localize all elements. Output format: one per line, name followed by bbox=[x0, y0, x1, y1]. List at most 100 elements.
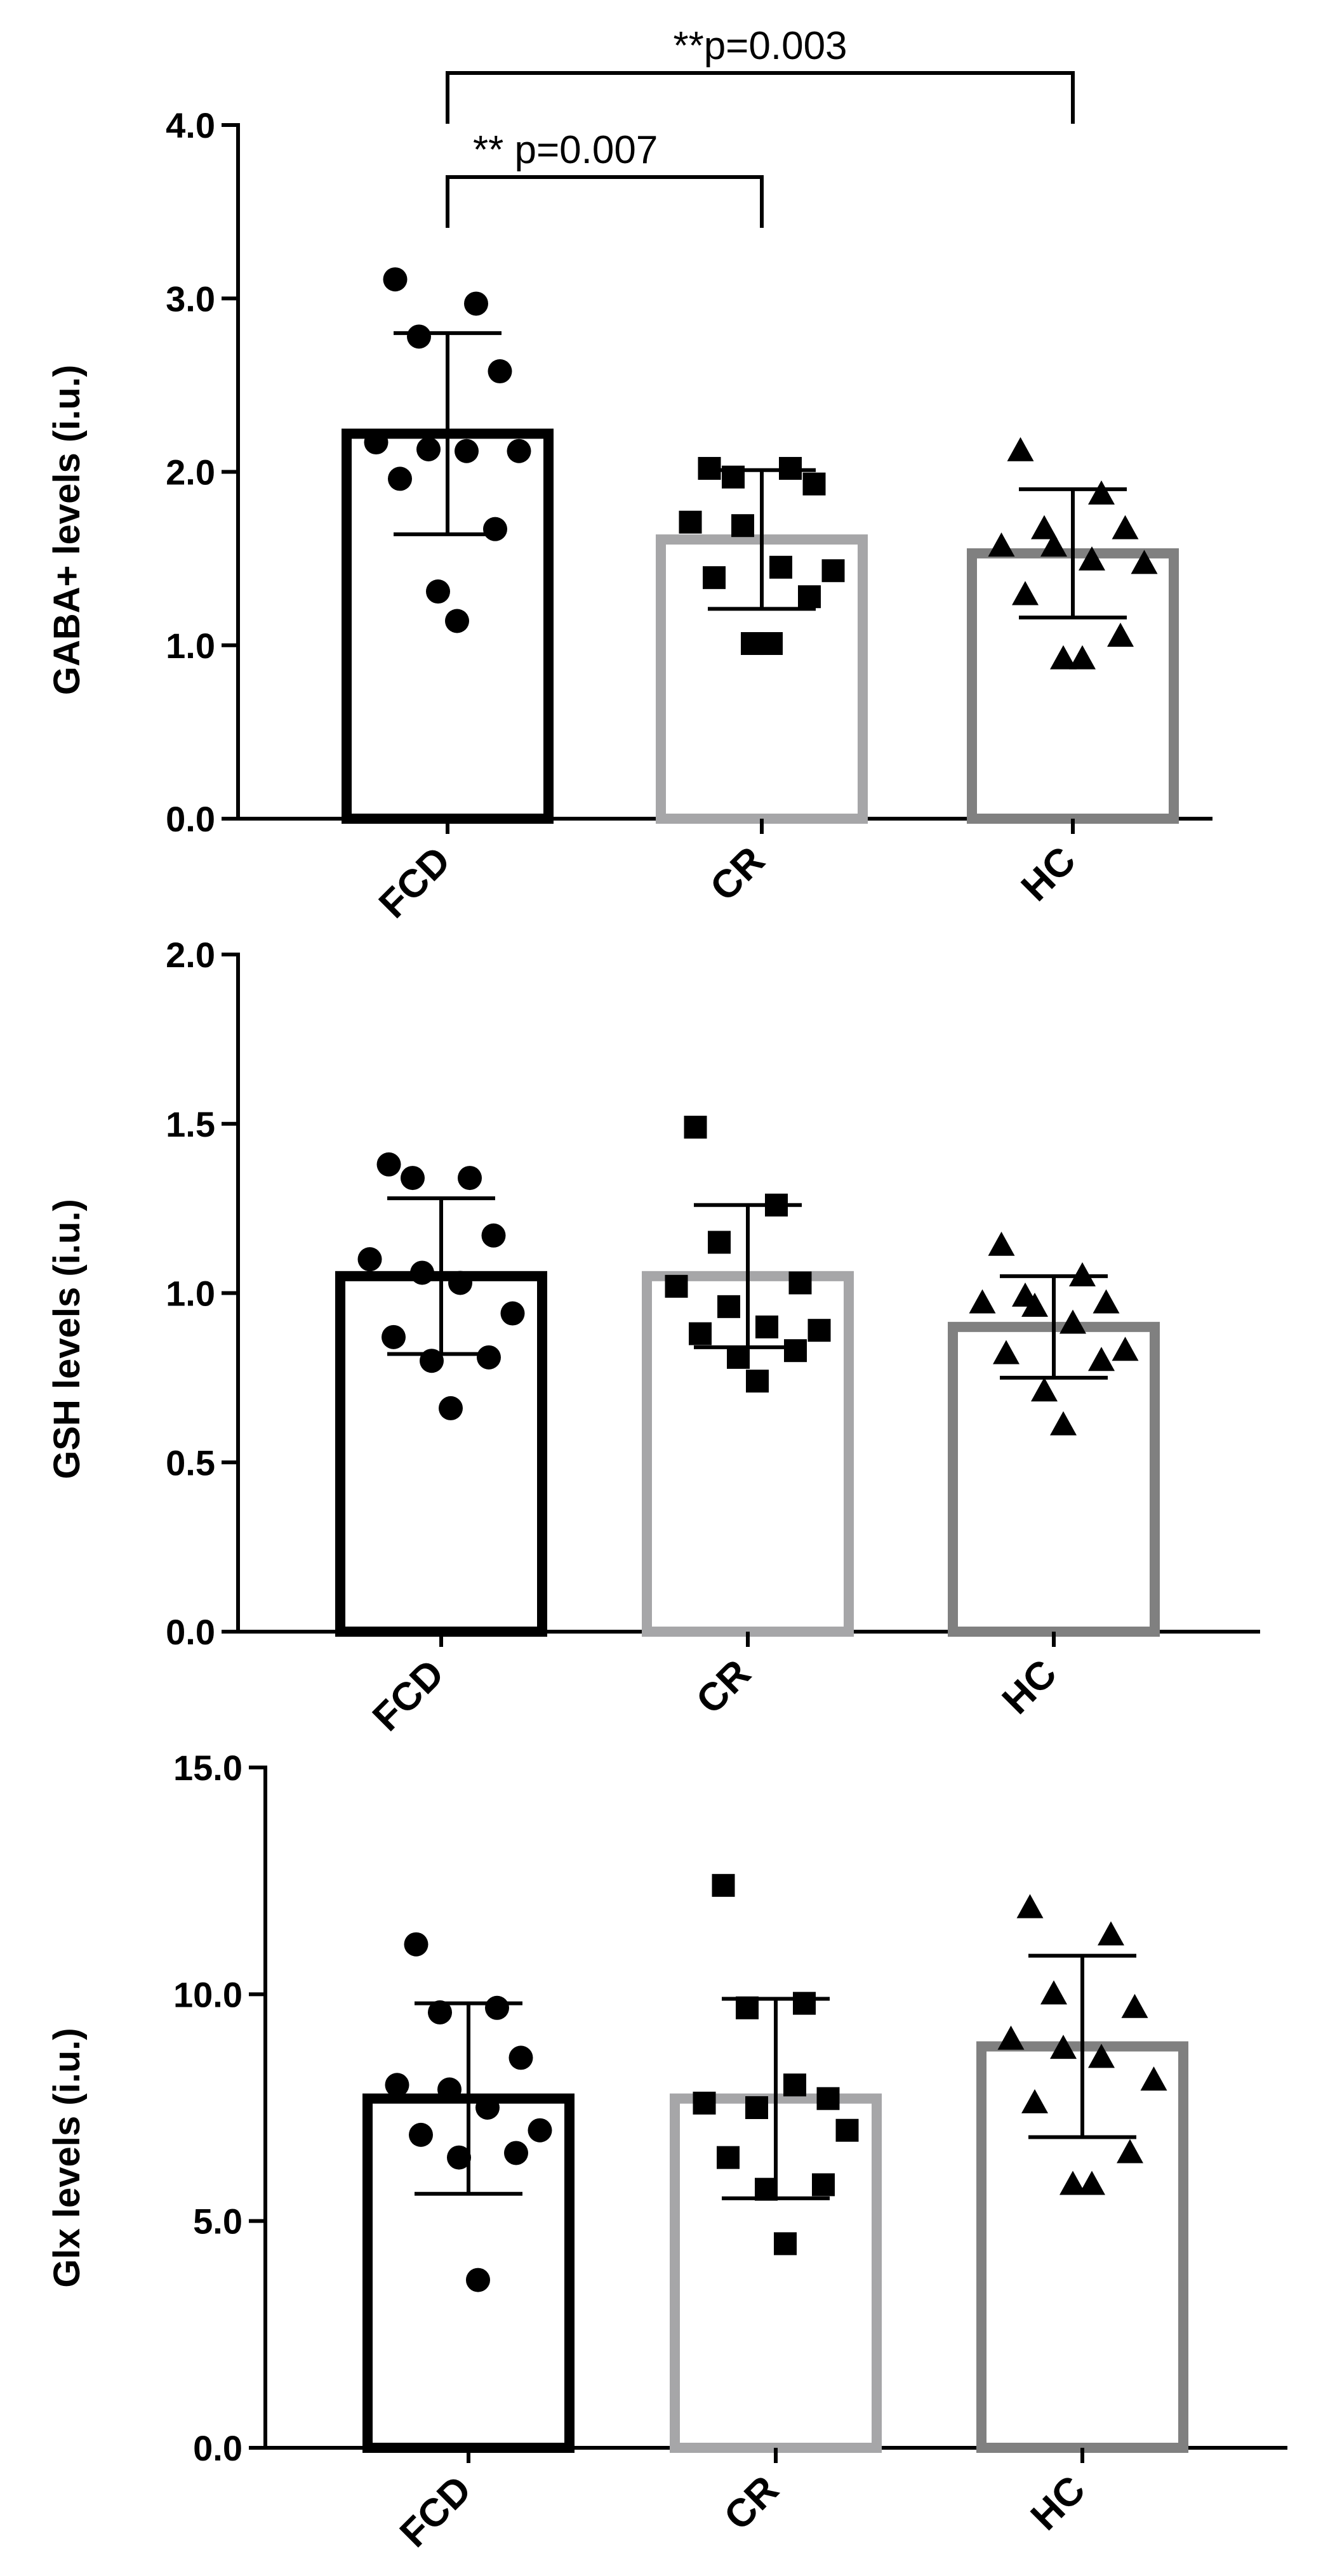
data-point bbox=[684, 1116, 707, 1139]
x-tick-label: CR bbox=[716, 2467, 787, 2539]
data-point bbox=[445, 609, 469, 633]
data-point bbox=[997, 2025, 1025, 2050]
data-point bbox=[485, 1995, 509, 2020]
data-point bbox=[816, 2087, 840, 2110]
data-point bbox=[708, 1231, 731, 1254]
data-point bbox=[812, 2173, 835, 2196]
data-point bbox=[466, 2268, 490, 2292]
data-point bbox=[755, 1315, 778, 1338]
y-axis-title: GABA+ levels (i.u.) bbox=[46, 365, 88, 696]
y-tick-label: 0.0 bbox=[166, 1612, 215, 1652]
data-point bbox=[1060, 1309, 1086, 1334]
data-point bbox=[679, 510, 702, 534]
data-point bbox=[357, 1247, 382, 1272]
data-point bbox=[1040, 532, 1067, 557]
data-point bbox=[769, 555, 792, 579]
data-point bbox=[988, 532, 1015, 557]
data-point bbox=[727, 1345, 750, 1369]
data-point bbox=[1107, 623, 1134, 647]
data-point bbox=[416, 437, 441, 461]
data-point bbox=[1117, 2139, 1143, 2163]
data-point bbox=[458, 1166, 482, 1191]
data-point bbox=[508, 2045, 533, 2070]
data-point bbox=[409, 2122, 433, 2147]
data-point bbox=[475, 2096, 500, 2120]
significance-bracket bbox=[446, 71, 1075, 124]
data-point bbox=[1021, 2089, 1048, 2113]
data-point bbox=[774, 2232, 797, 2256]
data-point bbox=[404, 1932, 429, 1957]
data-point bbox=[1112, 515, 1139, 539]
x-tick-label: CR bbox=[702, 838, 773, 909]
data-point bbox=[1050, 2035, 1077, 2059]
data-point bbox=[364, 430, 389, 455]
data-point bbox=[1012, 581, 1039, 605]
data-point bbox=[807, 1319, 831, 1342]
data-point bbox=[455, 439, 479, 463]
data-point bbox=[784, 1339, 807, 1363]
x-tick-label: FCD bbox=[371, 838, 459, 927]
y-tick-label: 1.0 bbox=[166, 626, 215, 666]
data-point bbox=[439, 1396, 463, 1420]
data-point bbox=[665, 1274, 688, 1298]
y-axis-title: GSH levels (i.u.) bbox=[46, 1199, 88, 1479]
data-point bbox=[703, 566, 726, 590]
data-point bbox=[1121, 1993, 1148, 2018]
data-point bbox=[689, 1322, 712, 1345]
data-point bbox=[447, 2145, 471, 2170]
data-point bbox=[1031, 1377, 1058, 1402]
data-point bbox=[528, 2118, 552, 2143]
data-point bbox=[1131, 550, 1158, 574]
data-point bbox=[693, 2091, 716, 2115]
data-point bbox=[483, 517, 507, 541]
data-point bbox=[717, 2146, 740, 2169]
data-point bbox=[407, 324, 431, 349]
data-point bbox=[426, 579, 450, 604]
data-point bbox=[745, 2096, 768, 2119]
y-tick-label: 1.5 bbox=[166, 1104, 215, 1144]
y-tick-label: 0.5 bbox=[166, 1443, 215, 1483]
data-point bbox=[507, 439, 531, 463]
y-tick-label: 3.0 bbox=[166, 279, 215, 319]
data-point bbox=[993, 1340, 1020, 1364]
y-axis-title: Glx levels (i.u.) bbox=[46, 2028, 88, 2287]
data-point bbox=[802, 472, 826, 496]
data-point bbox=[1069, 645, 1096, 670]
data-point bbox=[1112, 1337, 1139, 1361]
data-point bbox=[760, 632, 783, 656]
data-point bbox=[464, 291, 488, 316]
data-point bbox=[488, 359, 512, 384]
data-point bbox=[448, 1271, 472, 1295]
data-point bbox=[383, 267, 408, 292]
x-tick-label: HC bbox=[1023, 2467, 1094, 2539]
data-point bbox=[1050, 1411, 1077, 1436]
x-tick-label: HC bbox=[994, 1651, 1065, 1722]
data-point bbox=[477, 1345, 501, 1370]
x-tick-label: FCD bbox=[392, 2467, 480, 2556]
data-point bbox=[428, 2000, 452, 2024]
data-point bbox=[1079, 546, 1105, 571]
y-tick-label: 0.0 bbox=[166, 799, 215, 839]
data-point bbox=[783, 2073, 806, 2097]
data-point bbox=[788, 1271, 812, 1295]
data-point bbox=[746, 1370, 769, 1393]
significance-label: **p=0.003 bbox=[673, 24, 847, 68]
data-point bbox=[437, 2077, 462, 2102]
data-point bbox=[835, 2118, 859, 2142]
data-point bbox=[1093, 1289, 1120, 1314]
data-point bbox=[1021, 1292, 1048, 1317]
panel-gaba: GABA+ levels (i.u.) 0.0 1.0 2.0 3.0 4.0 FCD CR… bbox=[46, 24, 1212, 927]
data-point bbox=[793, 1991, 816, 2015]
y-tick-label: 5.0 bbox=[193, 2202, 242, 2242]
significance-label: ** p=0.007 bbox=[473, 128, 658, 172]
data-point bbox=[1088, 480, 1115, 505]
data-point bbox=[1031, 515, 1058, 539]
x-tick-label: FCD bbox=[364, 1651, 453, 1740]
y-tick-label: 15.0 bbox=[173, 1748, 242, 1788]
y-tick-label: 0.0 bbox=[193, 2428, 242, 2468]
data-point bbox=[969, 1289, 996, 1314]
data-point bbox=[1040, 1980, 1067, 2005]
data-point bbox=[500, 1301, 525, 1326]
panel-gsh: GSH levels (i.u.) 0.0 0.5 1.0 1.5 2.0 FCD CR HC bbox=[46, 935, 1260, 1740]
